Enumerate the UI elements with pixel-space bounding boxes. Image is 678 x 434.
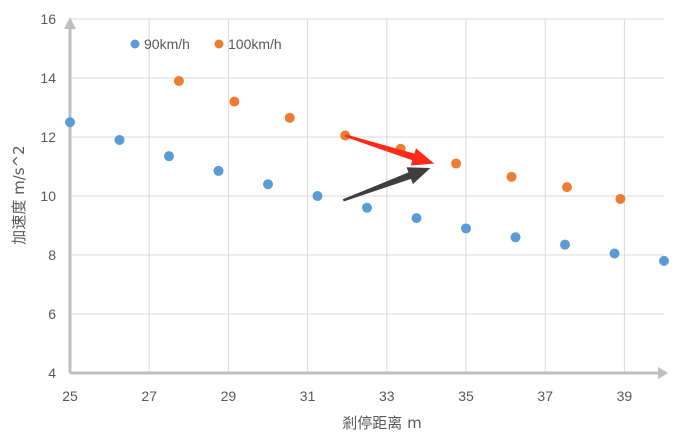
x-tick-label: 27	[141, 388, 157, 404]
x-axis-arrowhead	[658, 367, 668, 379]
data-point-90kmh	[164, 151, 174, 162]
grid-lines	[70, 18, 664, 373]
legend-marker-100kmh	[214, 39, 224, 49]
data-point-90kmh	[213, 165, 224, 176]
y-tick-label: 10	[40, 188, 56, 204]
x-tick-label: 25	[62, 388, 78, 404]
red-arrow	[344, 134, 435, 166]
x-tick-label: 31	[300, 388, 316, 404]
legend: 90km/h 100km/h	[130, 36, 282, 52]
x-tick-label: 37	[537, 388, 553, 404]
data-point-90kmh	[263, 179, 273, 190]
x-tick-label: 33	[379, 388, 395, 404]
y-tick-label: 12	[40, 129, 56, 145]
y-tick-label: 16	[40, 11, 56, 27]
x-axis-title: 剎停距离 m	[342, 414, 421, 432]
y-tick-label: 8	[48, 247, 56, 263]
y-tick-label: 14	[40, 70, 56, 86]
data-point-100kmh	[615, 193, 626, 204]
data-point-90kmh	[114, 134, 125, 145]
data-point-90kmh	[411, 213, 422, 224]
y-tick-labels: 4 6 8 10 12 14 16	[40, 11, 56, 381]
y-axis-title: 加速度 m/s^2	[10, 145, 28, 244]
dark-arrow	[342, 167, 431, 202]
data-point-100kmh	[284, 112, 295, 123]
legend-label-100kmh: 100km/h	[228, 36, 282, 52]
data-point-100kmh	[451, 158, 462, 169]
y-tick-label: 4	[48, 365, 56, 381]
legend-marker-90kmh	[130, 39, 140, 49]
data-point-100kmh	[173, 75, 184, 86]
data-point-90kmh	[312, 191, 323, 201]
x-tick-labels: 25 27 29 31 33 35 37 39	[62, 388, 632, 404]
data-point-100kmh	[229, 96, 240, 107]
data-points	[65, 75, 669, 266]
data-point-90kmh	[362, 202, 372, 213]
data-point-100kmh	[561, 182, 572, 193]
data-point-90kmh	[659, 255, 669, 266]
data-point-100kmh	[506, 171, 517, 182]
data-point-90kmh	[510, 232, 521, 243]
x-tick-label: 29	[221, 388, 237, 404]
y-axis-arrowhead	[64, 17, 76, 29]
legend-label-90kmh: 90km/h	[144, 36, 190, 52]
x-tick-label: 39	[617, 388, 633, 404]
axes	[64, 17, 668, 379]
annotation-arrows	[342, 134, 435, 202]
data-point-100kmh	[340, 130, 351, 141]
y-tick-label: 6	[48, 306, 56, 322]
x-tick-label: 35	[458, 388, 474, 404]
data-point-90kmh	[461, 223, 471, 234]
data-point-90kmh	[560, 239, 570, 250]
data-point-90kmh	[65, 117, 75, 128]
data-point-90kmh	[609, 248, 620, 259]
